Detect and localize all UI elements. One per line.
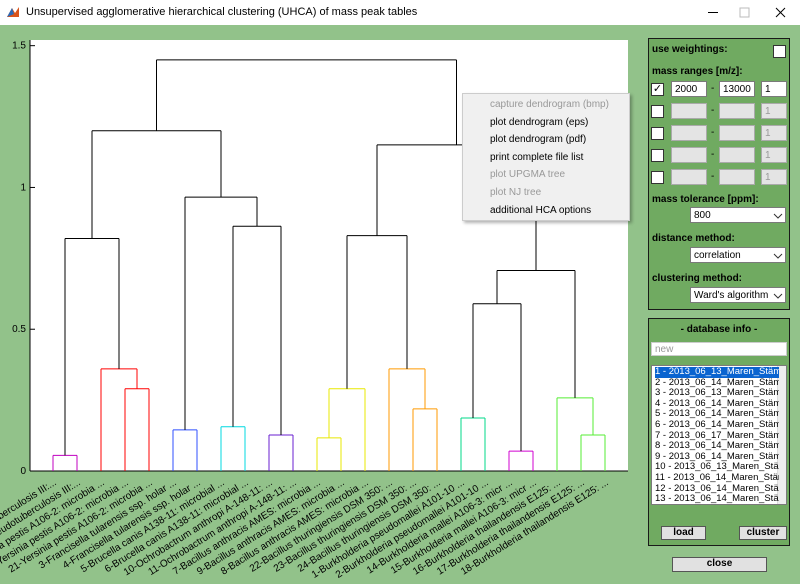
checkbox[interactable] — [651, 105, 664, 118]
menu-item[interactable]: print complete file list — [490, 151, 584, 163]
menu-item[interactable]: additional HCA options — [490, 204, 592, 216]
range-separator: - — [711, 83, 715, 94]
y-tick-label: 1.5 — [12, 41, 26, 52]
range-factor[interactable]: 1 — [761, 169, 787, 185]
dropdown[interactable]: correlation — [690, 247, 786, 263]
list-entry[interactable]: 5 - 2013_06_14_Maren_Stämm — [655, 409, 779, 420]
range-separator: - — [711, 105, 715, 116]
dropdown-arrows — [773, 213, 783, 299]
y-tick-label: 1 — [20, 182, 26, 193]
range-to[interactable] — [719, 125, 755, 141]
cluster-button[interactable]: cluster — [739, 526, 787, 540]
close-button[interactable]: close — [672, 557, 767, 572]
entry-list[interactable]: 1 - 2013_06_13_Maren_Stämm 2 - 2013_06_14… — [651, 365, 787, 505]
list-entry[interactable]: 2 - 2013_06_14_Maren_Stämm — [655, 377, 779, 388]
list-entry[interactable]: 7 - 2013_06_17_Maren_Stämm — [655, 430, 779, 441]
list-entry[interactable]: 12 - 2013_06_14_Maren_Stämi — [655, 483, 779, 494]
scrollbar[interactable] — [777, 366, 786, 504]
list-entry[interactable]: 1 - 2013_06_13_Maren_Stämm — [655, 367, 779, 378]
settings-panel: use weightings: mass ranges [m/z]: mass … — [648, 38, 790, 310]
label: mass tolerance [ppm]: — [652, 194, 759, 205]
checkbox[interactable] — [651, 149, 664, 162]
dropdown[interactable]: 800 — [690, 207, 786, 223]
range-factor[interactable]: 1 — [761, 103, 787, 119]
window-title: Unsupervised agglomerative hierarchical … — [26, 6, 418, 18]
menu-item: capture dendrogram (bmp) — [490, 99, 609, 110]
dropdown-value: 800 — [694, 210, 711, 221]
range-from[interactable] — [671, 147, 707, 163]
filter-input[interactable]: new — [651, 342, 787, 356]
app-icon — [7, 7, 19, 17]
load-button[interactable]: load — [661, 526, 706, 540]
range-from[interactable] — [671, 169, 707, 185]
context-menu: capture dendrogram (bmp) plot dendrogram … — [462, 93, 630, 221]
menu-item: plot NJ tree — [490, 187, 542, 198]
label: mass ranges [m/z]: — [652, 66, 743, 77]
y-tick-label: 0 — [20, 466, 26, 477]
dropdown-value: correlation — [694, 250, 741, 261]
menu-item: plot UPGMA tree — [490, 169, 566, 181]
window-controls[interactable] — [700, 0, 800, 25]
menu-item[interactable]: plot dendrogram (eps) — [490, 116, 589, 128]
list-entry[interactable]: 11 - 2013_06_14_Maren_Stämi — [655, 473, 779, 483]
panel-title: - database info - — [680, 324, 758, 335]
range-from[interactable] — [671, 103, 707, 119]
dropdown-value: Ward's algorithm — [694, 290, 769, 301]
range-factor[interactable]: 1 — [761, 125, 787, 141]
list-entry[interactable]: 4 - 2013_06_14_Maren_Stämm — [655, 398, 779, 409]
range-factor[interactable]: 1 — [761, 147, 787, 163]
label: distance method: — [652, 233, 735, 244]
range-separator: - — [711, 171, 715, 182]
title-bar: Unsupervised agglomerative hierarchical … — [0, 0, 800, 25]
checkbox[interactable] — [773, 45, 786, 58]
label: use weightings: — [652, 44, 728, 55]
list-entry[interactable]: 6 - 2013_06_14_Maren_Stämm — [655, 420, 779, 430]
range-to[interactable] — [719, 169, 755, 185]
checkbox[interactable]: ✓ — [651, 83, 664, 96]
dendrogram-plot: 00.511.512-Yersinia pseudotuberculosis I… — [0, 40, 628, 581]
list-entry[interactable]: 13 - 2013_06_14_Maren_Stämi — [655, 494, 779, 505]
range-to[interactable] — [719, 147, 755, 163]
checkbox[interactable] — [651, 171, 664, 184]
range-separator: - — [711, 127, 715, 138]
range-to[interactable]: 13000 — [719, 81, 755, 97]
range-to[interactable] — [719, 103, 755, 119]
list-entry[interactable]: 10 - 2013_06_13_Maren_Stämi — [655, 462, 779, 473]
database-panel: - database info - new 1 - 2013_06_13_Mar… — [648, 318, 790, 546]
list-entry[interactable]: 8 - 2013_06_14_Maren_Stämm — [655, 441, 779, 452]
range-separator: - — [711, 149, 715, 160]
list-entry[interactable]: 3 - 2013_06_13_Maren_Stämm — [655, 388, 779, 399]
y-tick-label: 0.5 — [12, 324, 26, 335]
list-entry[interactable]: 9 - 2013_06_14_Maren_Stämm — [655, 451, 779, 462]
range-from[interactable] — [671, 125, 707, 141]
range-from[interactable]: 2000 — [671, 81, 707, 97]
dropdown[interactable]: Ward's algorithm — [690, 287, 786, 303]
checkbox[interactable] — [651, 127, 664, 140]
range-factor[interactable]: 1 — [761, 81, 787, 97]
menu-item[interactable]: plot dendrogram (pdf) — [490, 134, 587, 146]
label: clustering method: — [652, 273, 743, 284]
